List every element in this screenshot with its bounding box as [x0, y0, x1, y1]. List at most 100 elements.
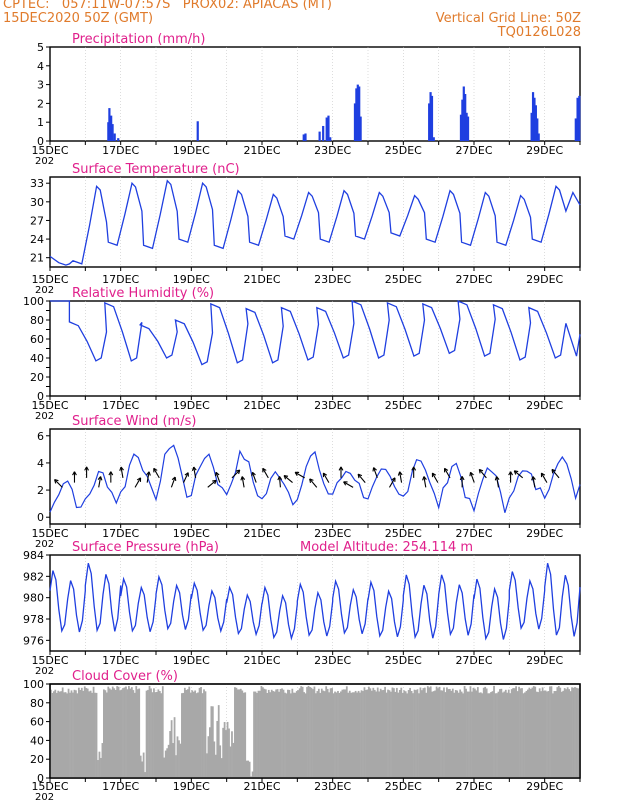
x-tick-label: 17DEC: [102, 273, 139, 286]
cloud-bar: [404, 691, 407, 778]
cloud-bar: [437, 688, 439, 778]
wind-arrow: [98, 476, 102, 488]
cloud-bar: [562, 690, 565, 778]
cloud-bar: [164, 750, 167, 778]
cloud-bar: [303, 692, 305, 778]
x-tick-label: 15DEC: [31, 273, 68, 286]
cloud-bar: [454, 690, 457, 778]
cloud-bar: [577, 688, 579, 778]
cloud-bar: [496, 693, 498, 778]
cloud-bar: [122, 688, 124, 778]
cloud-bar: [69, 692, 71, 778]
cloud-bar: [516, 691, 519, 778]
cloud-bar: [72, 692, 74, 778]
cloud-bar: [472, 687, 475, 778]
cloud-bar: [169, 731, 172, 778]
cloud-bar: [415, 690, 417, 778]
panel-annotation: Model Altitude: 254.114 m: [300, 540, 473, 555]
x-tick-label: 19DEC: [173, 399, 210, 412]
wind-arrow: [513, 470, 524, 479]
wind-arrow-head: [279, 476, 283, 481]
cloud-bar: [251, 771, 254, 778]
cloud-bar: [575, 687, 578, 778]
wind-arrow-head: [136, 477, 141, 481]
cloud-bar: [220, 758, 223, 778]
cloud-bar: [350, 692, 353, 778]
panel-title: Relative Humidity (%): [72, 286, 214, 301]
cloud-bar: [400, 687, 403, 778]
cloud-bar: [103, 689, 105, 778]
wind-arrow-head: [235, 469, 240, 472]
cloud-bar: [142, 752, 145, 778]
cloud-bar: [301, 686, 304, 778]
x-tick-label: 17DEC: [102, 527, 139, 540]
x-tick-label: 29DEC: [526, 527, 563, 540]
wind-arrow: [540, 472, 548, 483]
cloud-bar: [478, 692, 481, 778]
cloud-bar: [538, 688, 541, 778]
panel-frame: [49, 683, 581, 779]
cloud-bar: [441, 690, 444, 778]
cloud-bar: [183, 687, 186, 778]
precip-bar: [111, 124, 114, 141]
precip-bar: [113, 133, 116, 141]
cloud-bar: [397, 692, 400, 778]
cloud-bar: [554, 691, 557, 778]
wind-arrow-head: [373, 467, 377, 471]
cloud-bar: [114, 689, 117, 778]
x-tick-label: 23DEC: [314, 527, 351, 540]
panel-frame: [49, 176, 581, 268]
cloud-bar: [214, 754, 217, 778]
cloud-bar: [226, 721, 229, 778]
cloud-bar: [359, 692, 361, 778]
cloud-bar: [272, 691, 275, 778]
wind-arrow-head: [432, 472, 437, 476]
x-tick-year: 202: [35, 285, 54, 296]
cloud-bar: [356, 692, 358, 778]
wind-arrow-head: [119, 466, 122, 471]
cloud-bar: [276, 689, 279, 778]
cloud-bar: [544, 690, 547, 778]
wind-arrow-head: [54, 479, 59, 482]
cloud-bar: [73, 689, 76, 778]
cloud-bar: [519, 688, 522, 778]
cloud-bar: [409, 687, 411, 778]
wind-arrow-head: [357, 473, 363, 477]
wind-arrow: [294, 471, 305, 479]
precip-bar: [462, 86, 465, 141]
cloud-bar: [207, 736, 210, 778]
x-tick-label: 17DEC: [102, 399, 139, 412]
wind-arrow: [496, 476, 500, 488]
cloud-bar: [130, 687, 133, 778]
cloud-bar: [395, 687, 398, 778]
cloud-bar: [54, 689, 57, 778]
cloud-bar: [61, 687, 64, 778]
x-tick-label: 19DEC: [173, 527, 210, 540]
header-model-id: TQ0126L028: [497, 25, 581, 40]
wind-arrow-head: [100, 476, 103, 481]
cloud-bar: [360, 690, 363, 778]
cloud-bar: [328, 692, 331, 778]
wind-arrow: [399, 471, 403, 483]
wind-arrow-head: [153, 467, 158, 471]
cloud-bar: [248, 761, 251, 778]
panel-title: Surface Pressure (hPa): [72, 540, 219, 555]
wind-arrow-head: [294, 472, 298, 477]
wind-arrow-head: [422, 476, 425, 481]
cloud-bar: [148, 685, 151, 778]
cloud-bar: [471, 691, 473, 778]
wind-arrow: [170, 476, 176, 488]
cloud-bar: [211, 706, 214, 778]
cloud-bar: [443, 687, 445, 778]
cloud-bar: [572, 687, 575, 778]
cloud-bar: [60, 691, 63, 778]
wind-arrow-head: [262, 467, 267, 471]
x-tick-label: 23DEC: [314, 273, 351, 286]
cloud-bar: [431, 691, 434, 778]
cloud-bar: [468, 691, 470, 778]
cloud-bar: [57, 690, 60, 778]
cloud-bar: [288, 689, 291, 778]
precip-bar: [110, 115, 113, 141]
cloud-bar: [284, 692, 286, 778]
x-tick-label: 15DEC: [31, 654, 68, 667]
